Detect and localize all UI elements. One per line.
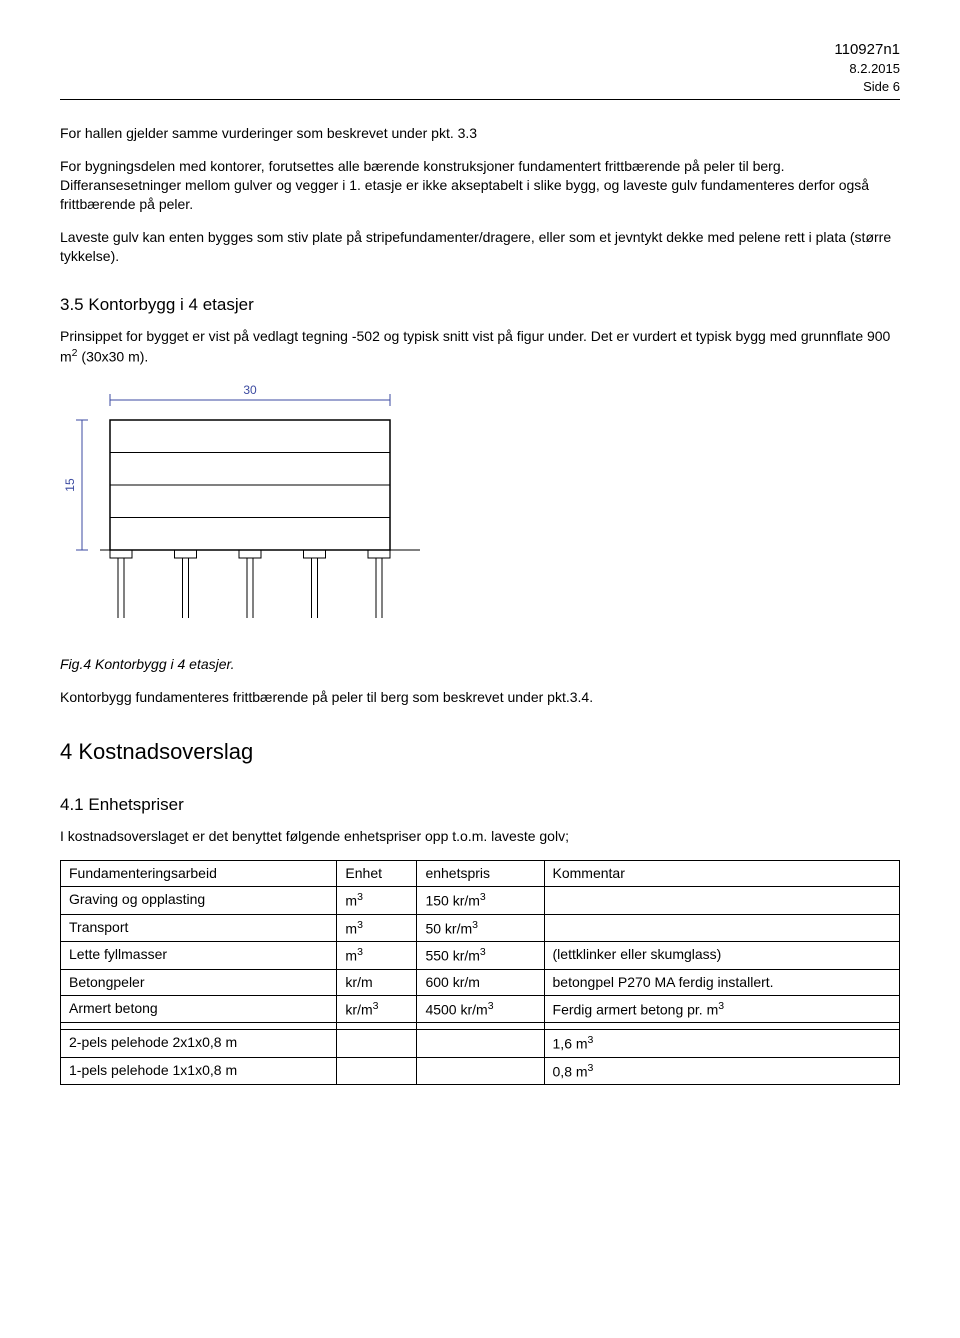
cell-comment: 1,6 m3 [544, 1030, 899, 1058]
table-header-row: Fundamenteringsarbeid Enhet enhetspris K… [61, 861, 900, 887]
cell-unit: kr/m3 [337, 995, 417, 1023]
table-row: 1-pels pelehode 1x1x0,8 m 0,8 m3 [61, 1057, 900, 1085]
paragraph-3: Laveste gulv kan enten bygges som stiv p… [60, 228, 900, 266]
table-row: Graving og opplastingm3150 kr/m3 [61, 887, 900, 915]
header-rule [60, 99, 900, 100]
table-row: 2-pels pelehode 2x1x0,8 m 1,6 m3 [61, 1030, 900, 1058]
cell-work: 2-pels pelehode 2x1x0,8 m [61, 1030, 337, 1058]
cell-comment [544, 887, 899, 915]
cell-unit: m3 [337, 942, 417, 970]
svg-text:15: 15 [63, 478, 77, 492]
cell-price [417, 1030, 544, 1058]
cell-comment: betongpel P270 MA ferdig installert. [544, 969, 899, 995]
section-3-5-paragraph: Prinsippet for bygget er vist på vedlagt… [60, 327, 900, 366]
cell-price [417, 1057, 544, 1085]
cell-comment [544, 914, 899, 942]
cell-unit [337, 1030, 417, 1058]
cost-table: Fundamenteringsarbeid Enhet enhetspris K… [60, 860, 900, 1085]
page-number: Side 6 [60, 78, 900, 96]
cell-work [61, 1023, 337, 1030]
cell-work: Betongpeler [61, 969, 337, 995]
sec35-text-a: Prinsippet for bygget er vist på vedlagt… [60, 328, 890, 365]
cell-work: Armert betong [61, 995, 337, 1023]
figure-caption: Fig.4 Kontorbygg i 4 etasjer. [60, 655, 900, 674]
paragraph-2: For bygningsdelen med kontorer, forutset… [60, 157, 900, 214]
cell-price [417, 1023, 544, 1030]
cell-unit: m3 [337, 887, 417, 915]
section-4-1-paragraph: I kostnadsoverslaget er det benyttet føl… [60, 827, 900, 846]
cell-unit [337, 1023, 417, 1030]
cell-price: 600 kr/m [417, 969, 544, 995]
doc-date: 8.2.2015 [60, 60, 900, 78]
col-header-unit: Enhet [337, 861, 417, 887]
table-row: Lette fyllmasserm3550 kr/m3(lettklinker … [61, 942, 900, 970]
building-svg: 30 15 [60, 380, 420, 640]
page-header: 110927n1 8.2.2015 Side 6 [60, 40, 900, 95]
cell-price: 150 kr/m3 [417, 887, 544, 915]
cell-unit: kr/m [337, 969, 417, 995]
table-row: Transportm350 kr/m3 [61, 914, 900, 942]
svg-text:30: 30 [243, 383, 257, 397]
sec35-text-b: (30x30 m). [78, 348, 149, 364]
table-row [61, 1023, 900, 1030]
table-row: Armert betongkr/m34500 kr/m3Ferdig armer… [61, 995, 900, 1023]
cell-price: 550 kr/m3 [417, 942, 544, 970]
cell-unit [337, 1057, 417, 1085]
paragraph-1: For hallen gjelder samme vurderinger som… [60, 124, 900, 143]
cell-unit: m3 [337, 914, 417, 942]
doc-id: 110927n1 [60, 40, 900, 60]
cell-price: 4500 kr/m3 [417, 995, 544, 1023]
cell-work: Transport [61, 914, 337, 942]
cell-comment [544, 1023, 899, 1030]
cell-work: Graving og opplasting [61, 887, 337, 915]
table-row: Betongpelerkr/m600 kr/mbetongpel P270 MA… [61, 969, 900, 995]
section-3-5-title: 3.5 Kontorbygg i 4 etasjer [60, 294, 900, 317]
section-4-title: 4 Kostnadsoverslag [60, 737, 900, 767]
section-4-1-title: 4.1 Enhetspriser [60, 794, 900, 817]
cell-comment: Ferdig armert betong pr. m3 [544, 995, 899, 1023]
section-3-5-paragraph-2: Kontorbygg fundamenteres frittbærende på… [60, 688, 900, 707]
cell-work: Lette fyllmasser [61, 942, 337, 970]
cell-comment: 0,8 m3 [544, 1057, 899, 1085]
building-diagram: 30 15 [60, 380, 900, 645]
cell-price: 50 kr/m3 [417, 914, 544, 942]
col-header-work: Fundamenteringsarbeid [61, 861, 337, 887]
col-header-price: enhetspris [417, 861, 544, 887]
col-header-comment: Kommentar [544, 861, 899, 887]
cell-comment: (lettklinker eller skumglass) [544, 942, 899, 970]
cell-work: 1-pels pelehode 1x1x0,8 m [61, 1057, 337, 1085]
